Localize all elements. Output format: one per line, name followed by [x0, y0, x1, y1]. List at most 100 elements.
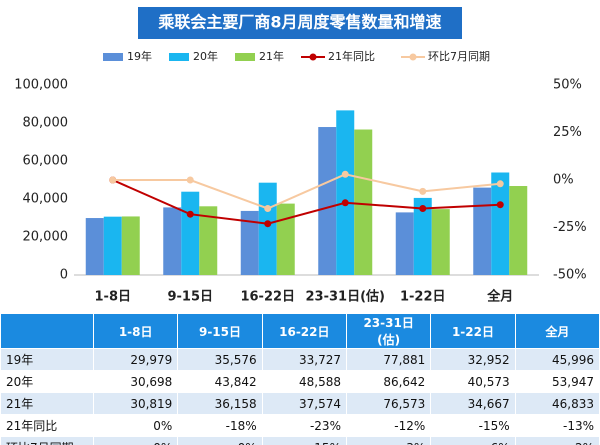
- legend-label: 20年: [193, 49, 218, 63]
- bar: [199, 206, 218, 275]
- table-cell: 43,842: [177, 370, 263, 393]
- legend-swatch: [103, 53, 123, 61]
- chart: 乘联会主要厂商8月周度零售数量和增速 0 20,000 40,000 60,000 80…: [14, 7, 587, 305]
- legend-label: 21年同比: [328, 49, 375, 63]
- bar: [163, 207, 182, 275]
- table-row: 21年 30,819 36,158 37,574 76,573 34,667 46,833: [0, 392, 600, 415]
- x-tick-label: 1-8日: [95, 290, 132, 305]
- table-cell: -15%: [430, 414, 516, 437]
- y-tick-label: 100,000: [14, 78, 68, 93]
- marker: [341, 170, 349, 178]
- table-cell: 0%: [177, 436, 263, 445]
- marker: [496, 201, 504, 209]
- bar: [336, 110, 355, 275]
- table-cell: -23%: [261, 414, 347, 437]
- bar: [509, 186, 528, 275]
- bar: [395, 212, 414, 275]
- header-cell: 全月: [514, 313, 600, 349]
- table-row: 20年 30,698 43,842 48,588 86,642 40,573 53,947: [0, 370, 600, 393]
- table-cell: 33,727: [261, 348, 347, 371]
- bar: [240, 210, 259, 275]
- table-cell: -6%: [430, 436, 516, 445]
- chart-title: 乘联会主要厂商8月周度零售数量和增速: [157, 13, 441, 32]
- legend-swatch: [309, 53, 317, 61]
- y-tick-label: 80,000: [23, 116, 69, 131]
- table-cell: 45,996: [514, 348, 600, 371]
- legend-swatch: [235, 53, 255, 61]
- table-cell: 32,952: [430, 348, 516, 371]
- header-cell: 23-31日(估): [345, 313, 432, 349]
- table-cell: 76,573: [345, 392, 432, 415]
- header-cell: 16-22日: [261, 313, 347, 349]
- bar: [491, 172, 510, 275]
- bar: [121, 216, 140, 275]
- marker: [496, 180, 504, 188]
- table-cell: 86,642: [345, 370, 432, 393]
- marker: [109, 176, 117, 184]
- table-cell: 0%: [92, 414, 179, 437]
- row-label: 20年: [0, 370, 94, 393]
- table-cell: -18%: [177, 414, 263, 437]
- y2-tick-label: -25%: [553, 220, 587, 235]
- bar: [354, 129, 373, 275]
- table-cell: -15%: [261, 436, 347, 445]
- table-cell: 48,588: [261, 370, 347, 393]
- x-tick-label: 23-31日(估): [306, 289, 385, 305]
- y-tick-label: 0: [60, 268, 68, 283]
- data-table: 1-8日 9-15日 16-22日 23-31日(估) 1-22日 全月 19年 29,979…: [0, 313, 600, 445]
- line: [112, 173, 501, 210]
- table-cell: -2%: [514, 436, 600, 445]
- header-cell: 1-8日: [92, 313, 179, 349]
- header-cell: [0, 313, 94, 349]
- marker: [264, 220, 272, 228]
- table-cell: -13%: [514, 414, 600, 437]
- y2-tick-label: 25%: [553, 125, 582, 140]
- y-tick-label: 40,000: [23, 192, 69, 207]
- table-cell: 40,573: [430, 370, 516, 393]
- table-cell: -12%: [345, 414, 432, 437]
- table-cell: 35,576: [177, 348, 263, 371]
- table-cell: 36,158: [177, 392, 263, 415]
- legend-label: 19年: [127, 49, 152, 63]
- marker: [419, 187, 427, 195]
- bar: [258, 182, 277, 275]
- title-box: [138, 7, 462, 39]
- legend-swatch: [169, 53, 189, 61]
- table-cell: 46,833: [514, 392, 600, 415]
- marker: [186, 210, 194, 218]
- y2-tick-label: -50%: [553, 268, 587, 283]
- bar: [85, 218, 104, 275]
- bar: [431, 209, 450, 275]
- x-tick-label: 9-15日: [167, 290, 213, 305]
- bar: [318, 127, 337, 276]
- y2-tick-label: 0%: [553, 173, 574, 188]
- table-cell: 30,698: [92, 370, 179, 393]
- x-tick-label: 全月: [486, 289, 513, 305]
- row-label: 21年同比: [0, 414, 94, 437]
- bar: [103, 216, 122, 275]
- row-label: 19年: [0, 348, 94, 371]
- bar: [473, 187, 492, 275]
- row-label: 21年: [0, 392, 94, 415]
- table-row: 19年 29,979 35,576 33,727 77,881 32,952 45,996: [0, 348, 600, 371]
- legend-label: 21年: [259, 49, 284, 63]
- bar: [181, 191, 200, 275]
- marker: [186, 176, 194, 184]
- y-tick-label: 60,000: [23, 154, 69, 169]
- header-cell: 9-15日: [177, 313, 263, 349]
- header-cell: 1-22日: [430, 313, 516, 349]
- x-tick-label: 16-22日: [240, 290, 295, 305]
- legend-label: 环比7月同期: [428, 50, 490, 63]
- table-row: 21年同比 0% -18% -23% -12% -15% -13%: [0, 414, 600, 437]
- bar: [413, 197, 432, 275]
- table-cell: 34,667: [430, 392, 516, 415]
- x-tick-label: 1-22日: [400, 290, 446, 305]
- y-tick-label: 20,000: [23, 230, 69, 245]
- legend-swatch: [409, 53, 417, 61]
- table-cell: 3%: [345, 436, 432, 445]
- table-cell: 29,979: [92, 348, 179, 371]
- table-cell: 53,947: [514, 370, 600, 393]
- table-row: 环比7月同期0%0%-15%3%-6%-2%: [0, 436, 600, 445]
- line: [112, 179, 501, 225]
